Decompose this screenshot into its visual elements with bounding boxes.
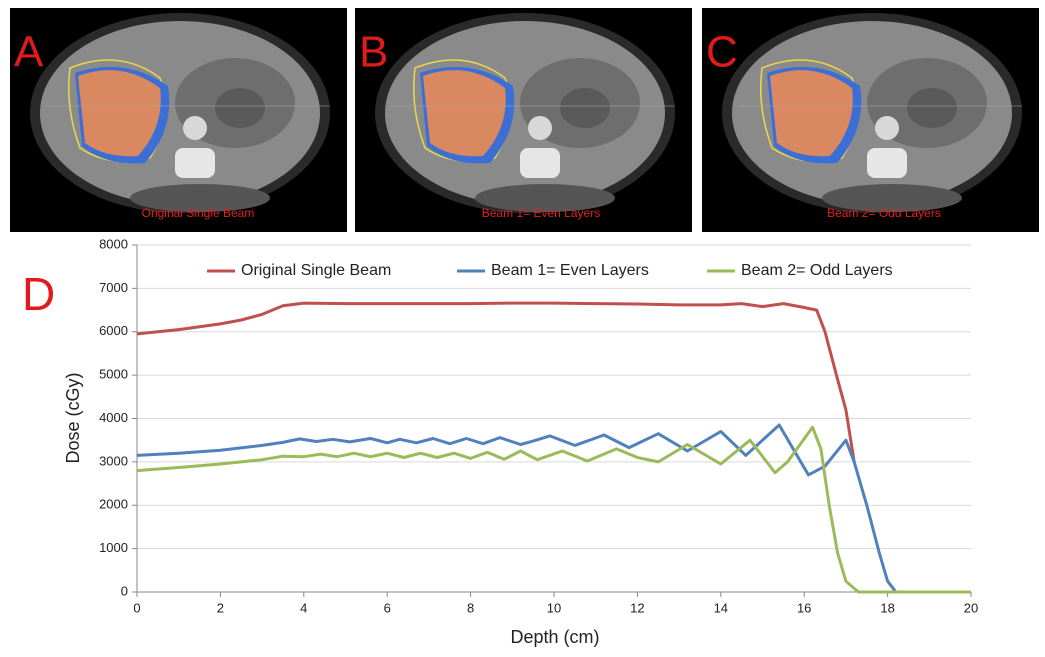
x-tick-label: 10 xyxy=(547,600,561,615)
legend-label: Beam 2= Odd Layers xyxy=(741,262,893,279)
panel-caption: Beam 1= Even Layers xyxy=(482,206,600,220)
x-tick-label: 20 xyxy=(964,600,978,615)
y-tick-label: 8000 xyxy=(99,236,128,251)
y-tick-label: 6000 xyxy=(99,323,128,338)
legend-label: Original Single Beam xyxy=(241,262,391,279)
y-tick-label: 7000 xyxy=(99,280,128,295)
x-tick-label: 16 xyxy=(797,600,811,615)
y-axis-label: Dose (cGy) xyxy=(63,372,83,463)
x-tick-label: 2 xyxy=(217,600,224,615)
ct-image-c xyxy=(701,7,1040,233)
x-tick-label: 0 xyxy=(133,600,140,615)
legend-label: Beam 1= Even Layers xyxy=(491,262,649,279)
y-tick-label: 5000 xyxy=(99,367,128,382)
y-tick-label: 0 xyxy=(121,583,128,598)
x-tick-label: 4 xyxy=(300,600,307,615)
x-tick-label: 12 xyxy=(630,600,644,615)
ct-image-b xyxy=(354,7,693,233)
panel-letter: C xyxy=(706,28,738,77)
panel-letter: D xyxy=(22,268,55,320)
y-tick-label: 2000 xyxy=(99,497,128,512)
ct-image-a xyxy=(9,7,348,233)
x-tick-label: 6 xyxy=(384,600,391,615)
panel-letter: A xyxy=(14,28,44,77)
series-line xyxy=(136,423,971,594)
x-tick-label: 8 xyxy=(467,600,474,615)
panel-letter: B xyxy=(359,28,388,77)
panel-caption: Original Single Beam xyxy=(142,206,255,220)
y-tick-label: 4000 xyxy=(99,410,128,425)
x-tick-label: 14 xyxy=(714,600,728,615)
series-line xyxy=(136,425,971,594)
x-tick-label: 18 xyxy=(880,600,894,615)
y-tick-label: 3000 xyxy=(99,453,128,468)
series-line xyxy=(136,301,856,463)
y-tick-label: 1000 xyxy=(99,540,128,555)
x-axis-label: Depth (cm) xyxy=(510,627,599,647)
panel-caption: Beam 2= Odd Layers xyxy=(827,206,941,220)
